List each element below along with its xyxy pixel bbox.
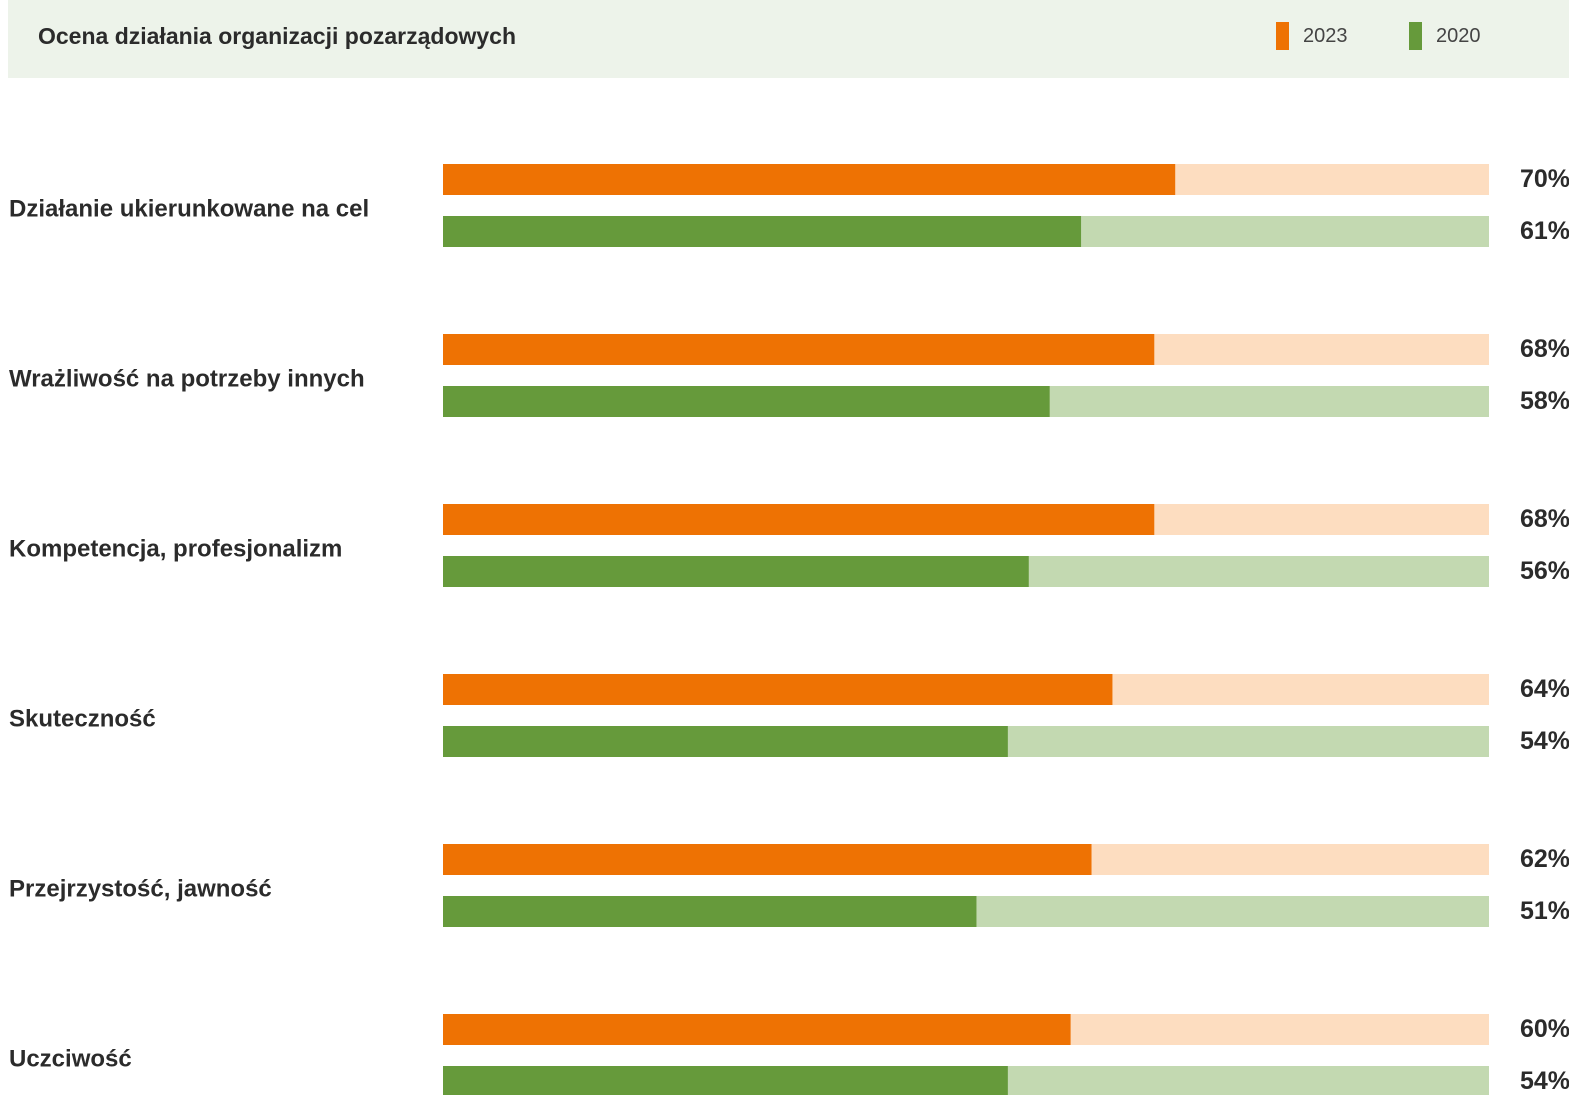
- chart-title: Ocena działania organizacji pozarządowyc…: [38, 23, 517, 49]
- bar-2023-cat-4: [443, 674, 1113, 705]
- bar-2020-cat-3: [443, 556, 1029, 587]
- value-label-2020-cat-2: 58%: [1520, 387, 1569, 415]
- value-label-2023-cat-4: 64%: [1520, 675, 1569, 703]
- bar-2020-cat-2: [443, 386, 1050, 417]
- category-label-cat-3: Kompetencja, profesjonalizm: [9, 535, 342, 562]
- legend-swatch-2020: [1409, 22, 1422, 50]
- bar-2020-cat-5: [443, 896, 977, 927]
- bar-2023-cat-3: [443, 504, 1155, 535]
- value-label-2020-cat-6: 54%: [1520, 1067, 1569, 1095]
- value-label-2023-cat-1: 70%: [1520, 165, 1569, 193]
- bar-2020-cat-4: [443, 726, 1008, 757]
- bar-2020-cat-6: [443, 1066, 1008, 1095]
- bar-2023-cat-1: [443, 164, 1176, 195]
- legend-item-2020: 2020: [1409, 22, 1481, 50]
- chart-header: Ocena działania organizacji pozarządowyc…: [8, 0, 1569, 78]
- legend-item-2023: 2023: [1276, 22, 1348, 50]
- category-label-cat-6: Uczciwość: [9, 1045, 132, 1072]
- value-label-2020-cat-5: 51%: [1520, 897, 1569, 925]
- category-label-cat-2: Wrażliwość na potrzeby innych: [9, 365, 365, 392]
- bar-2023-cat-6: [443, 1014, 1071, 1045]
- category-label-cat-1: Działanie ukierunkowane na cel: [9, 195, 369, 222]
- value-label-2020-cat-3: 56%: [1520, 557, 1569, 585]
- value-label-2023-cat-3: 68%: [1520, 505, 1569, 533]
- value-label-2020-cat-4: 54%: [1520, 727, 1569, 755]
- legend-label-2023: 2023: [1303, 24, 1348, 47]
- bar-2023-cat-2: [443, 334, 1155, 365]
- legend-swatch-2023: [1276, 22, 1289, 50]
- bar-2023-cat-5: [443, 844, 1092, 875]
- value-label-2023-cat-6: 60%: [1520, 1015, 1569, 1043]
- bar-2020-cat-1: [443, 216, 1082, 247]
- value-label-2023-cat-2: 68%: [1520, 335, 1569, 363]
- value-label-2020-cat-1: 61%: [1520, 217, 1569, 245]
- legend-label-2020: 2020: [1436, 24, 1481, 47]
- category-label-cat-5: Przejrzystość, jawność: [9, 875, 272, 902]
- category-label-cat-4: Skuteczność: [9, 705, 156, 732]
- value-label-2023-cat-5: 62%: [1520, 845, 1569, 873]
